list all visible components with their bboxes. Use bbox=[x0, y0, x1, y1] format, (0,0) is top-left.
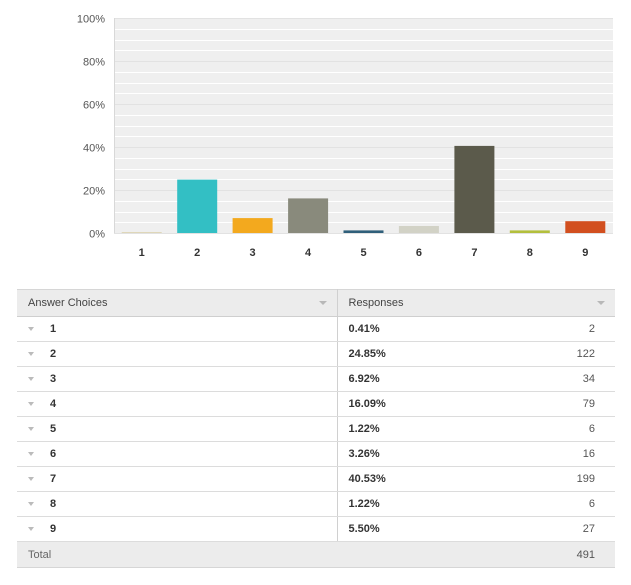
total-value: 491 bbox=[576, 548, 595, 561]
response-percent: 40.53% bbox=[348, 473, 386, 485]
responses-table-container: Answer Choices Responses 1 0.41% 2 2 24.85% 1… bbox=[17, 289, 615, 568]
response-percent: 6.92% bbox=[348, 373, 380, 385]
bar-5 bbox=[343, 230, 384, 233]
x-tick-label: 3 bbox=[250, 247, 256, 259]
chart-svg: 0% 20% 40% 60% 80% 100% 1 2 3 4 5 6 7 8 9 bbox=[77, 14, 613, 259]
response-percent: 0.41% bbox=[348, 323, 380, 335]
table-row[interactable]: 3 6.92% 34 bbox=[17, 366, 615, 392]
sort-caret-icon[interactable] bbox=[597, 301, 605, 305]
expand-caret-icon[interactable] bbox=[28, 377, 34, 381]
y-tick-label: 40% bbox=[83, 143, 105, 155]
expand-caret-icon[interactable] bbox=[28, 327, 34, 331]
answer-choice-label: 5 bbox=[50, 423, 57, 435]
x-tick-label: 6 bbox=[416, 247, 422, 259]
x-tick-label: 8 bbox=[527, 247, 533, 259]
y-tick-label: 60% bbox=[83, 100, 105, 112]
response-count: 16 bbox=[582, 448, 595, 460]
response-count: 6 bbox=[588, 498, 595, 510]
response-count: 122 bbox=[576, 348, 595, 360]
responses-table: Answer Choices Responses 1 0.41% 2 2 24.85% 1… bbox=[17, 289, 615, 568]
table-body: 1 0.41% 2 2 24.85% 122 3 6.92% 34 4 16.09% 79 5 1.22%… bbox=[17, 316, 615, 542]
answer-choice-label: 8 bbox=[50, 498, 57, 510]
table-header-row: Answer Choices Responses bbox=[17, 289, 615, 317]
bar-8 bbox=[509, 230, 550, 233]
responses-header[interactable]: Responses bbox=[337, 289, 615, 317]
bar-1 bbox=[121, 232, 162, 233]
total-row: Total 491 bbox=[17, 541, 615, 568]
table-row[interactable]: 6 3.26% 16 bbox=[17, 441, 615, 467]
y-tick-label: 100% bbox=[77, 14, 105, 26]
table-row[interactable]: 8 1.22% 6 bbox=[17, 491, 615, 517]
response-percent: 16.09% bbox=[348, 398, 386, 410]
expand-caret-icon[interactable] bbox=[28, 352, 34, 356]
response-percent: 1.22% bbox=[348, 423, 380, 435]
answer-choice-label: 7 bbox=[50, 473, 57, 485]
expand-caret-icon[interactable] bbox=[28, 477, 34, 481]
answer-choice-label: 3 bbox=[50, 373, 57, 385]
table-row[interactable]: 5 1.22% 6 bbox=[17, 416, 615, 442]
table-row[interactable]: 4 16.09% 79 bbox=[17, 391, 615, 417]
x-tick-label: 1 bbox=[139, 247, 145, 259]
x-tick-label: 5 bbox=[360, 247, 366, 259]
table-row[interactable]: 9 5.50% 27 bbox=[17, 516, 615, 542]
bar-chart: 0% 20% 40% 60% 80% 100% 1 2 3 4 5 6 7 8 9 bbox=[0, 0, 631, 270]
answer-choice-label: 1 bbox=[50, 323, 57, 335]
answer-choices-header-label: Answer Choices bbox=[28, 297, 108, 309]
bar-6 bbox=[398, 226, 439, 233]
sort-caret-icon[interactable] bbox=[318, 301, 327, 305]
response-percent: 1.22% bbox=[348, 498, 380, 510]
answer-choice-label: 2 bbox=[50, 348, 57, 360]
expand-caret-icon[interactable] bbox=[28, 502, 34, 506]
expand-caret-icon[interactable] bbox=[28, 452, 34, 456]
answer-choices-header[interactable]: Answer Choices bbox=[17, 289, 338, 317]
response-percent: 3.26% bbox=[348, 448, 380, 460]
y-tick-label: 20% bbox=[83, 186, 105, 198]
bar-7 bbox=[454, 145, 495, 233]
responses-header-label: Responses bbox=[348, 297, 404, 309]
response-count: 6 bbox=[588, 423, 595, 435]
x-tick-label: 4 bbox=[305, 247, 312, 259]
bar-9 bbox=[565, 221, 606, 233]
table-row[interactable]: 7 40.53% 199 bbox=[17, 466, 615, 492]
x-tick-label: 9 bbox=[582, 247, 588, 259]
expand-caret-icon[interactable] bbox=[28, 527, 34, 531]
x-tick-label: 7 bbox=[471, 247, 477, 259]
expand-caret-icon[interactable] bbox=[28, 402, 34, 406]
response-count: 199 bbox=[576, 473, 595, 485]
response-percent: 5.50% bbox=[348, 523, 380, 535]
answer-choice-label: 4 bbox=[50, 398, 57, 410]
bar-2 bbox=[177, 179, 218, 233]
expand-caret-icon[interactable] bbox=[28, 427, 34, 431]
total-label: Total bbox=[28, 548, 52, 561]
response-count: 34 bbox=[582, 373, 595, 385]
table-row[interactable]: 1 0.41% 2 bbox=[17, 316, 615, 342]
y-tick-label: 0% bbox=[89, 229, 105, 241]
bar-4 bbox=[288, 198, 329, 233]
answer-choice-label: 9 bbox=[50, 523, 57, 535]
table-row[interactable]: 2 24.85% 122 bbox=[17, 341, 615, 367]
answer-choice-label: 6 bbox=[50, 448, 57, 460]
response-count: 2 bbox=[588, 323, 595, 335]
response-percent: 24.85% bbox=[348, 348, 386, 360]
y-tick-label: 80% bbox=[83, 57, 105, 69]
bar-3 bbox=[232, 218, 273, 233]
response-count: 27 bbox=[582, 523, 595, 535]
x-tick-label: 2 bbox=[194, 247, 200, 259]
response-count: 79 bbox=[582, 398, 595, 410]
